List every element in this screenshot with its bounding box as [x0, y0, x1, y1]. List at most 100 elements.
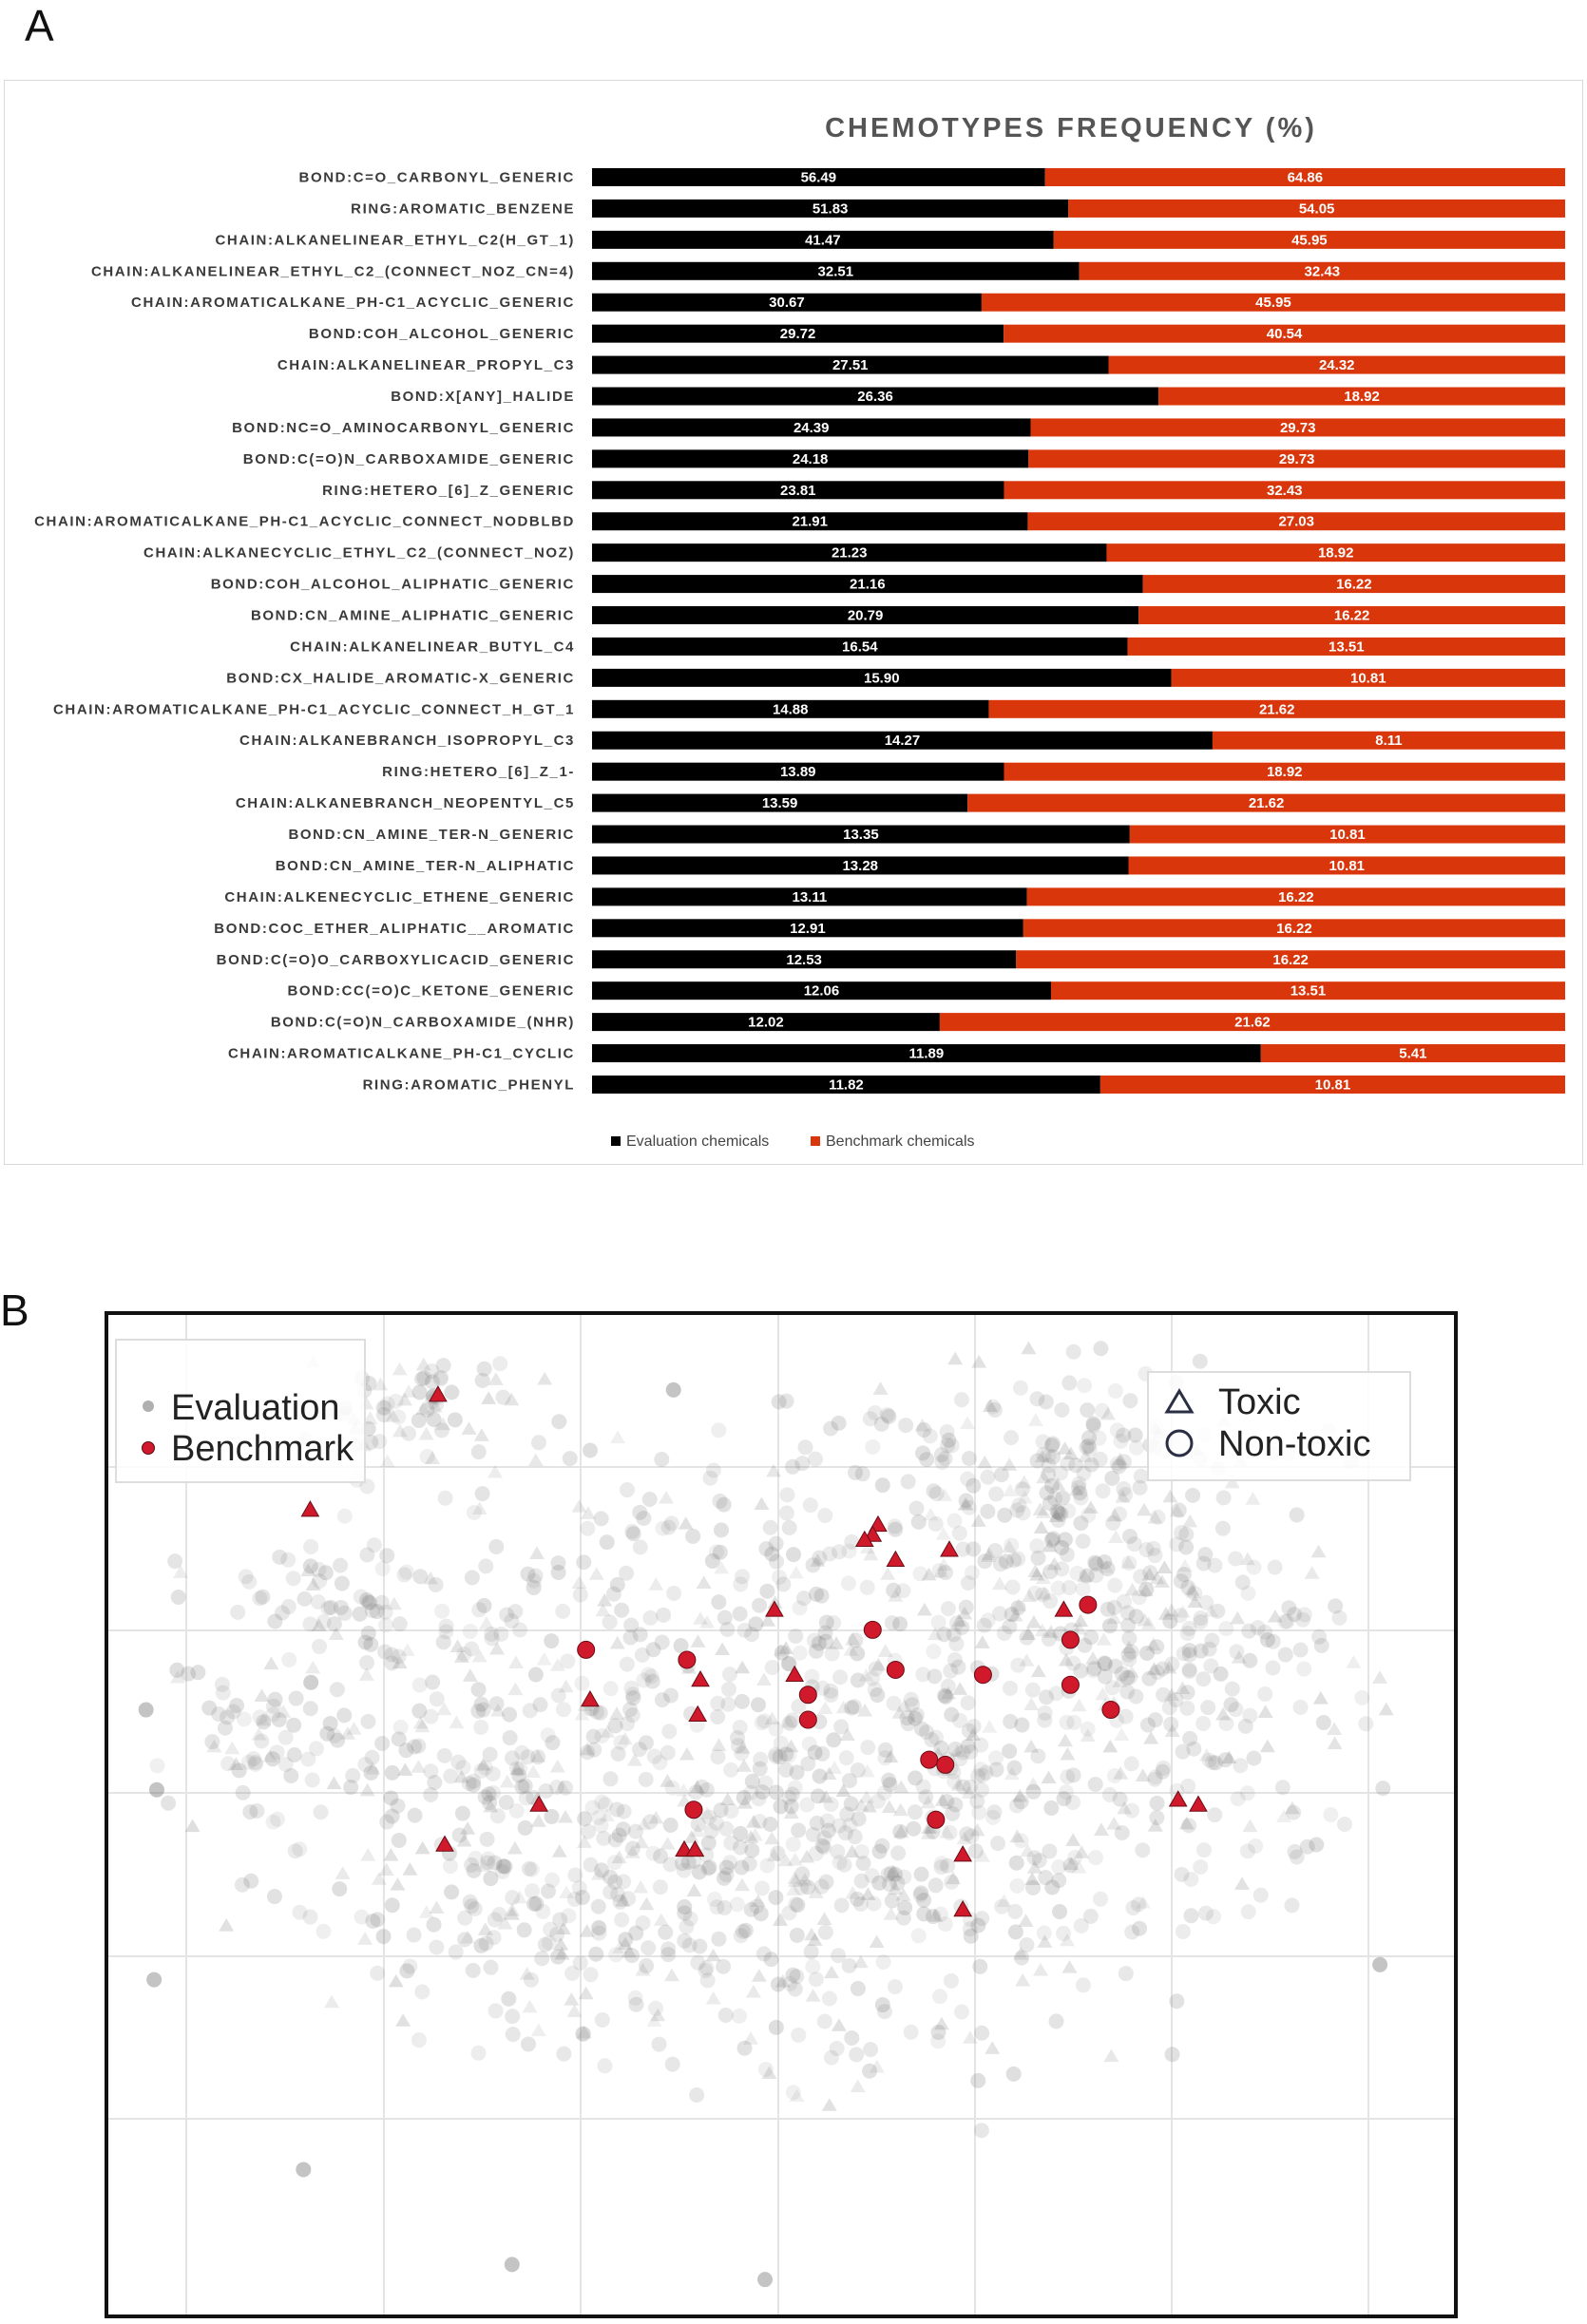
evaluation-point-non-toxic: [808, 1845, 824, 1861]
bar-label-benchmark: 27.03: [1278, 514, 1314, 530]
evaluation-point-non-toxic: [903, 2024, 919, 2040]
evaluation-point-non-toxic: [899, 1710, 915, 1726]
evaluation-point-non-toxic: [1107, 1658, 1123, 1674]
evaluation-point-toxic: [780, 1714, 796, 1728]
evaluation-point-non-toxic: [482, 1746, 498, 1762]
evaluation-point-non-toxic: [1257, 1686, 1273, 1703]
bar-label-benchmark: 10.81: [1329, 858, 1365, 874]
bar-benchmark: [1106, 543, 1565, 562]
evaluation-point-non-toxic: [753, 1906, 769, 1922]
evaluation-point-toxic: [736, 1759, 752, 1772]
evaluation-point-toxic: [714, 1560, 730, 1574]
evaluation-point-non-toxic: [497, 1858, 513, 1875]
evaluation-point-non-toxic: [660, 1519, 677, 1535]
category-label: BOND:C(=O)N_CARBOXAMIDE_GENERIC: [243, 451, 575, 467]
bar-label-benchmark: 16.22: [1276, 921, 1312, 937]
evaluation-point-non-toxic: [840, 1575, 856, 1591]
evaluation-point-non-toxic: [660, 1941, 677, 1957]
evaluation-point-non-toxic: [873, 1416, 889, 1432]
evaluation-point-toxic: [1215, 1706, 1232, 1721]
evaluation-point-non-toxic: [1281, 1600, 1297, 1616]
evaluation-point-non-toxic: [1234, 1574, 1251, 1591]
evaluation-point-non-toxic: [805, 1958, 821, 1974]
evaluation-point-non-toxic: [707, 1891, 723, 1907]
evaluation-point-non-toxic: [754, 1715, 770, 1731]
evaluation-point-non-toxic: [330, 1732, 346, 1748]
evaluation-point-non-toxic: [974, 2025, 990, 2041]
bar-benchmark: [1050, 981, 1565, 1000]
evaluation-point-non-toxic: [545, 1735, 561, 1751]
evaluation-point-non-toxic: [662, 1857, 679, 1873]
evaluation-point-non-toxic: [1099, 1561, 1116, 1577]
bar-label-evaluation: 21.23: [832, 545, 868, 562]
category-label: CHAIN:ALKANECYCLIC_ETHYL_C2_(CONNECT_NOZ…: [143, 545, 575, 562]
evaluation-point-toxic: [1162, 1489, 1178, 1503]
evaluation-point-non-toxic: [922, 1428, 938, 1444]
evaluation-point-toxic: [950, 1777, 966, 1791]
evaluation-point-non-toxic: [495, 1389, 511, 1405]
panel-a-letter: A: [25, 1, 54, 50]
evaluation-point-toxic: [1108, 1530, 1124, 1544]
evaluation-point-non-toxic: [937, 1687, 953, 1704]
evaluation-point-toxic: [549, 1658, 565, 1671]
bar-benchmark: [1028, 449, 1565, 468]
evaluation-point-toxic: [787, 1852, 803, 1866]
evaluation-point-toxic: [624, 1845, 641, 1858]
evaluation-point-non-toxic: [1277, 1613, 1293, 1629]
evaluation-point-non-toxic: [791, 1822, 807, 1838]
evaluation-point-toxic: [559, 1885, 575, 1898]
evaluation-point-toxic: [787, 1874, 803, 1887]
evaluation-point-non-toxic: [482, 1795, 498, 1811]
evaluation-point-non-toxic: [1286, 1804, 1302, 1820]
evaluation-point-non-toxic: [610, 1886, 626, 1902]
evaluation-point-non-toxic: [1138, 1542, 1155, 1558]
evaluation-point-non-toxic: [782, 1715, 798, 1731]
evaluation-point-toxic: [974, 1635, 990, 1648]
evaluation-point-non-toxic: [634, 1647, 650, 1663]
evaluation-point-non-toxic: [1049, 1503, 1065, 1519]
evaluation-point-non-toxic: [532, 1697, 548, 1713]
evaluation-point-non-toxic: [966, 1477, 982, 1494]
evaluation-point-toxic: [927, 1627, 944, 1641]
evaluation-point-non-toxic: [862, 1411, 878, 1427]
evaluation-point-non-toxic: [927, 1515, 944, 1532]
evaluation-point-non-toxic: [1031, 1853, 1047, 1869]
bar-benchmark: [1004, 762, 1565, 781]
evaluation-point-non-toxic: [998, 1553, 1014, 1570]
category-label: BOND:C(=O)O_CARBOXYLICACID_GENERIC: [217, 952, 575, 968]
evaluation-point-non-toxic: [1088, 1568, 1104, 1584]
evaluation-point-non-toxic: [781, 1747, 797, 1763]
evaluation-point-toxic: [509, 1762, 526, 1776]
evaluation-point-non-toxic: [757, 1775, 774, 1791]
evaluation-point-non-toxic: [919, 1452, 935, 1468]
evaluation-point-non-toxic: [1059, 1547, 1075, 1563]
evaluation-point-non-toxic: [1014, 1481, 1030, 1497]
evaluation-point-non-toxic: [769, 1553, 785, 1570]
evaluation-point-non-toxic: [616, 1803, 632, 1819]
evaluation-point-non-toxic: [871, 1843, 888, 1859]
bar-benchmark: [1099, 1075, 1565, 1094]
evaluation-point-non-toxic: [1224, 1681, 1240, 1697]
evaluation-point-non-toxic: [1198, 1594, 1214, 1610]
evaluation-point-non-toxic: [1106, 1768, 1122, 1784]
evaluation-point-non-toxic: [1038, 1870, 1054, 1886]
evaluation-point-toxic: [778, 1641, 794, 1654]
evaluation-point-non-toxic: [736, 2040, 753, 2056]
evaluation-point-toxic: [1058, 1733, 1074, 1747]
evaluation-point-toxic: [799, 1849, 815, 1863]
evaluation-point-toxic: [360, 1848, 376, 1861]
evaluation-point-non-toxic: [651, 2036, 667, 2052]
evaluation-point-non-toxic: [1044, 1879, 1061, 1895]
evaluation-point-non-toxic: [411, 2032, 427, 2048]
evaluation-point-non-toxic: [303, 1538, 319, 1554]
evaluation-point-non-toxic: [1055, 1490, 1071, 1506]
evaluation-point-non-toxic: [537, 1936, 553, 1953]
benchmark-point-toxic: [581, 1690, 600, 1707]
evaluation-point-toxic: [883, 1907, 899, 1920]
evaluation-point-non-toxic: [609, 1576, 625, 1592]
evaluation-point-non-toxic: [1149, 1795, 1165, 1811]
evaluation-point-toxic: [473, 1428, 489, 1441]
evaluation-point-non-toxic: [1139, 1717, 1156, 1733]
evaluation-point-toxic: [600, 1724, 616, 1738]
evaluation-point-toxic: [1099, 1406, 1116, 1420]
